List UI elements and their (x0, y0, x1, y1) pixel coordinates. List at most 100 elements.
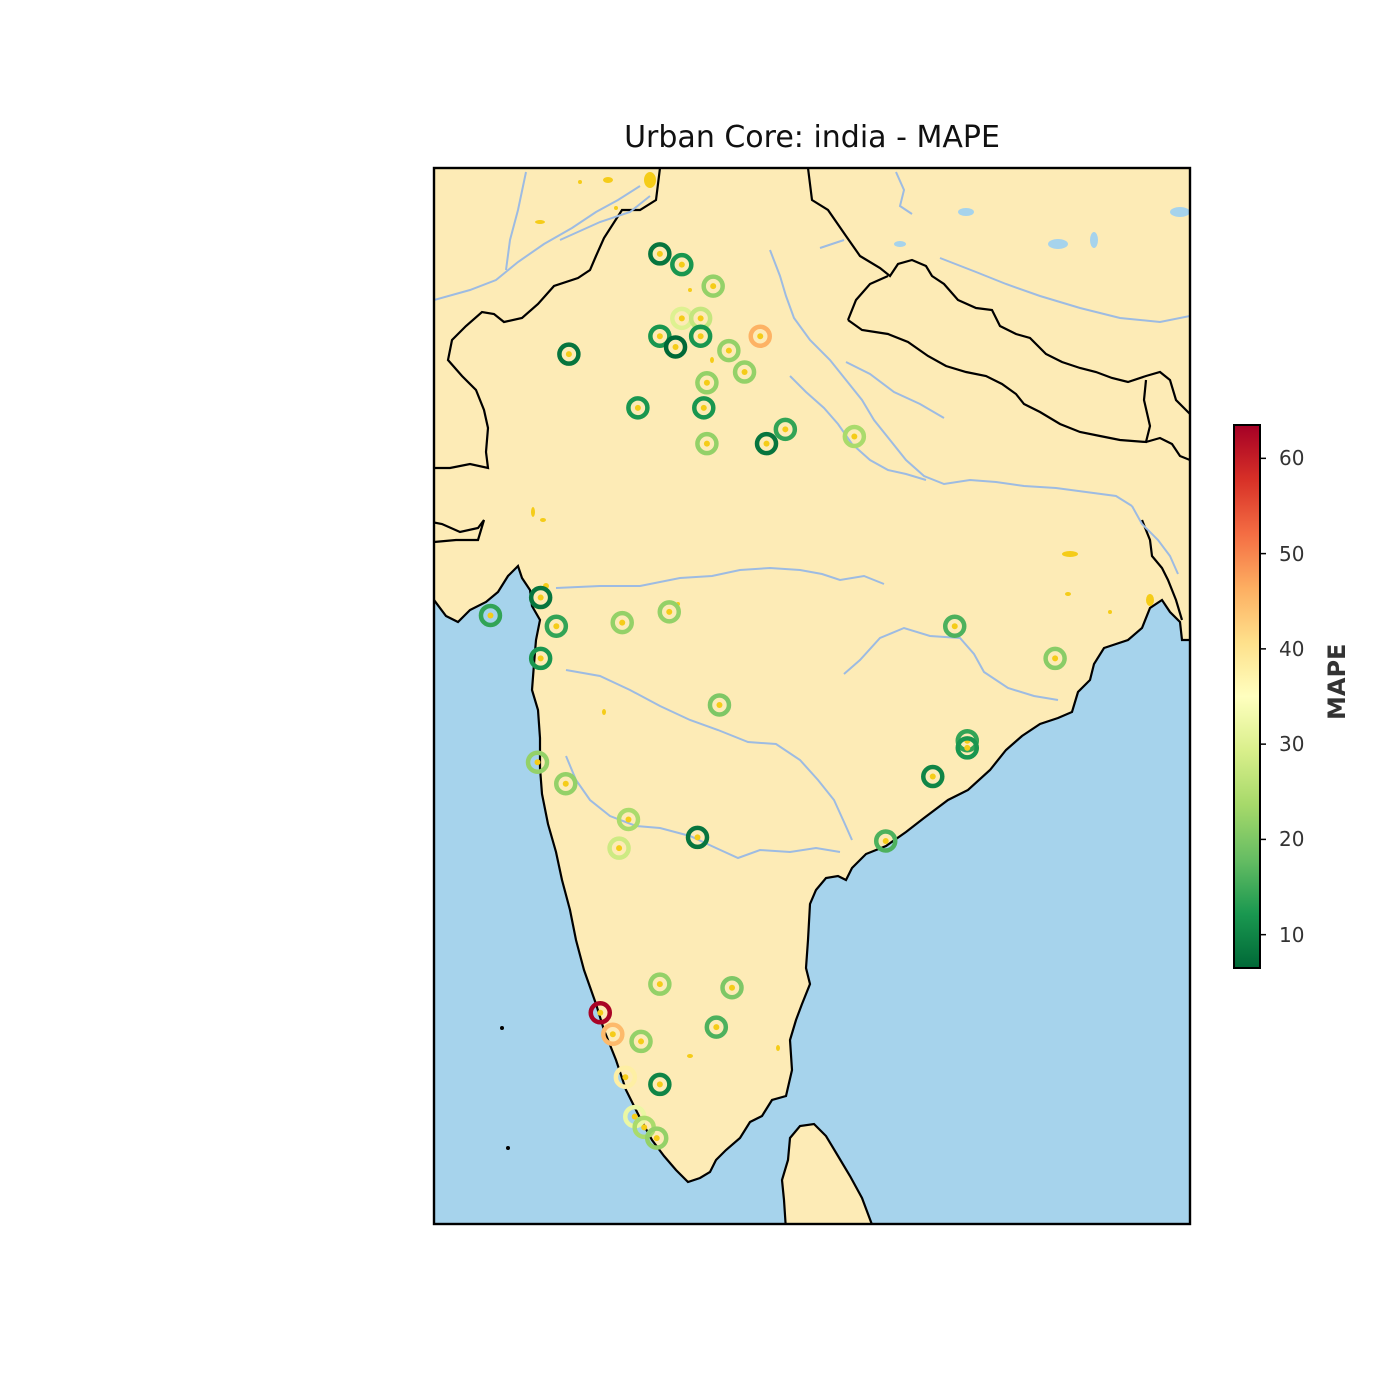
station-ring (695, 431, 719, 456)
station-ring (692, 396, 716, 420)
station-urban-dot (619, 619, 626, 626)
station-urban-dot (534, 759, 541, 766)
station-urban-dot (964, 744, 971, 751)
station-ring (557, 342, 581, 366)
station-urban-dot (678, 315, 685, 322)
station-ring (842, 424, 867, 449)
station-ring (607, 836, 631, 860)
station-ring (528, 585, 553, 610)
station-ring (528, 646, 553, 671)
station-urban-dot (656, 250, 663, 257)
station-ring (670, 252, 694, 277)
station-ring (955, 736, 980, 760)
station-ring (717, 338, 741, 363)
lakes (894, 207, 1190, 249)
colorbar-tick-label: 40 (1279, 636, 1305, 661)
station-ring (525, 750, 550, 774)
station-urban-dot (656, 333, 663, 340)
station-urban-dot (697, 315, 704, 322)
station-ring (695, 371, 719, 395)
station-urban-dot (666, 608, 673, 615)
station-ring (648, 1072, 672, 1097)
station-ring (478, 603, 503, 628)
station-markers (478, 242, 1067, 1150)
station-urban-dot (713, 1024, 720, 1031)
station-urban-dot (656, 981, 663, 988)
station-ring (685, 825, 710, 850)
station-urban-dot (729, 984, 736, 991)
station-ring (873, 829, 898, 853)
station-ring (644, 1126, 669, 1150)
station-ring (544, 614, 569, 638)
station-urban-dot (725, 347, 732, 354)
land-mainland (434, 168, 1190, 1184)
station-urban-dot (487, 612, 494, 619)
colorbar-tick-label: 60 (1279, 446, 1305, 471)
station-ring (701, 274, 725, 298)
station-urban-dot (641, 1124, 648, 1131)
station-ring (648, 972, 672, 996)
station-urban-dot (562, 780, 569, 787)
station-ring (613, 1065, 638, 1089)
station-urban-dot (678, 261, 685, 268)
station-urban-dot (616, 845, 623, 852)
urban-patches (531, 172, 1154, 1058)
station-ring (773, 417, 798, 442)
station-urban-dot (656, 1081, 663, 1088)
station-ring (610, 610, 634, 635)
island (506, 1146, 510, 1150)
station-urban-dot (622, 1074, 629, 1081)
station-ring (732, 360, 757, 384)
station-ring (554, 771, 578, 796)
station-urban-dot (634, 404, 641, 411)
station-urban-dot (537, 594, 544, 601)
station-urban-dot (782, 426, 789, 433)
colorbar-ticks (1260, 457, 1266, 936)
station-urban-dot (597, 1009, 604, 1016)
station-urban-dot (638, 1038, 645, 1045)
station-urban-dot (741, 369, 748, 376)
station-urban-dot (951, 623, 958, 630)
station-ring (626, 396, 650, 420)
station-urban-dot (631, 1113, 638, 1120)
station-urban-dot (757, 333, 764, 340)
station-ring (688, 324, 713, 348)
colorbar-label: MAPE (1323, 643, 1351, 720)
station-urban-dot (703, 440, 710, 447)
station-ring (748, 324, 772, 348)
station-urban-dot (609, 1031, 616, 1038)
station-ring (1043, 646, 1067, 671)
station-ring (720, 975, 744, 1000)
station-ring (648, 242, 672, 266)
station-ring (657, 600, 682, 624)
station-urban-dot (565, 351, 572, 358)
station-ring (663, 335, 688, 359)
land-kutch (434, 519, 486, 544)
colorbar-tick-label: 30 (1279, 732, 1305, 757)
station-urban-dot (537, 655, 544, 662)
colorbar (1233, 424, 1261, 969)
station-ring (754, 431, 779, 456)
station-urban-dot (1052, 655, 1059, 662)
station-urban-dot (553, 623, 560, 630)
colorbar-tick-label: 20 (1279, 827, 1305, 852)
station-ring (921, 764, 945, 789)
land-sri-lanka (780, 1122, 873, 1224)
map-title: Urban Core: india - MAPE (624, 120, 1000, 155)
colorbar-tick-label: 50 (1279, 541, 1305, 566)
station-urban-dot (697, 333, 704, 340)
station-ring (616, 807, 641, 832)
station-urban-dot (703, 379, 710, 386)
station-urban-dot (672, 343, 679, 350)
station-urban-dot (694, 834, 701, 841)
map-frame (432, 166, 1192, 1226)
station-ring (601, 1022, 625, 1047)
station-urban-dot (716, 701, 723, 708)
island (500, 1026, 504, 1030)
station-ring (707, 693, 732, 717)
station-urban-dot (929, 773, 936, 780)
station-ring (588, 1001, 613, 1025)
station-ring (942, 614, 967, 638)
station-ring (629, 1029, 653, 1054)
